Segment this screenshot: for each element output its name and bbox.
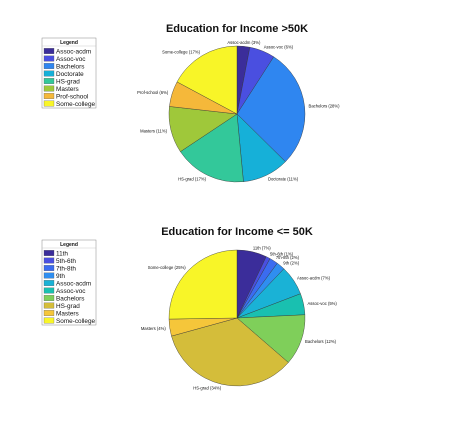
legend-swatch-some-college	[43, 100, 55, 107]
legend-swatch-5th-6th	[43, 257, 55, 264]
legend-swatch-assoc-voc	[43, 287, 55, 294]
legend-entry-11th: 11th	[56, 250, 68, 257]
legend-entry-bachelors: Bachelors	[56, 63, 84, 70]
pie-slice-some-college	[168, 249, 238, 320]
legend-entry-assoc-acdm: Assoc-acdm	[56, 280, 91, 287]
slice-label-assoc-acdm: Assoc-acdm (3%)	[227, 40, 261, 45]
slice-label-some-college: Some-college (17%)	[162, 50, 201, 55]
legend-swatch-11th	[43, 250, 55, 256]
legend-entry-masters: Masters	[56, 310, 79, 317]
legend-entry-doctorate: Doctorate	[56, 71, 84, 78]
slice-label-some-college: Some-college (25%)	[148, 265, 187, 270]
legend-swatch-assoc-voc	[43, 55, 55, 62]
slice-label-bachelors: Bachelors (12%)	[305, 339, 337, 344]
slice-label-5th-6th: 5th-6th (1%)	[270, 252, 294, 257]
legend-swatch-masters	[43, 85, 55, 92]
legend-entry-prof-school: Prof-school	[56, 93, 88, 100]
legend-entry-5th-6th: 5th-6th	[56, 258, 76, 265]
chart-1-legend: Legend Assoc-acdmAssoc-vocBachelorsDoctor…	[41, 37, 97, 109]
legend-entry-masters: Masters	[56, 86, 79, 93]
slice-label-masters: Masters (11%)	[140, 128, 168, 133]
slice-label-assoc-acdm: Assoc-acdm (7%)	[297, 276, 331, 281]
slice-label-11th: 11th (7%)	[253, 245, 271, 250]
legend-entry-hs-grad: HS-grad	[56, 303, 80, 310]
pie-1-slices: Assoc-acdm (3%)Assoc-voc (6%) Bachelors (…	[137, 40, 341, 183]
chart-2-title: Education for Income <= 50K	[161, 226, 313, 238]
chart-1-title: Education for Income >50K	[166, 23, 308, 35]
legend-swatch-assoc-acdm	[43, 48, 55, 54]
chart-2-legend: Legend 11th5th-6th7th-8th9thAssoc-acdmAss…	[41, 239, 97, 326]
legend-entry-assoc-voc: Assoc-voc	[56, 56, 86, 63]
slice-label-prof-school: Prof-school (6%)	[137, 90, 169, 95]
legend-swatch-hs-grad	[43, 78, 55, 84]
slice-label-bachelors: Bachelors (28%)	[309, 104, 341, 109]
legend-entry-some-college: Some-college	[56, 101, 96, 108]
slice-label-hs-grad: HS-grad (34%)	[193, 386, 222, 391]
legend-swatch-masters	[43, 310, 55, 316]
slice-label-masters: Masters (4%)	[141, 326, 167, 331]
legend-entry-hs-grad: HS-grad	[56, 78, 80, 85]
legend-swatch-hs-grad	[43, 302, 55, 309]
legend-entry-bachelors: Bachelors	[56, 295, 84, 302]
legend-entry-9th: 9th	[56, 273, 65, 280]
pie-2-slices: 11th (7%) 5th-6th (1%)7th-8th (2%)9th (2%…	[141, 245, 338, 390]
slice-label-assoc-voc: Assoc-voc (6%)	[264, 45, 294, 50]
legend-entry-7th-8th: 7th-8th	[56, 265, 76, 272]
pie-slice-hs-grad	[171, 317, 289, 387]
legend-swatch-assoc-acdm	[43, 280, 55, 286]
pie-slice-some-college	[176, 45, 238, 115]
pie-slice-hs-grad	[180, 113, 244, 183]
legend-entry-assoc-acdm: Assoc-acdm	[56, 48, 91, 55]
legend-swatch-prof-school	[43, 93, 55, 99]
legend-swatch-9th	[43, 272, 55, 279]
legend-entry-some-college: Some-college	[56, 318, 96, 325]
legend-swatch-some-college	[43, 317, 55, 324]
legend-title: Legend	[60, 242, 78, 248]
legend-entry-assoc-voc: Assoc-voc	[56, 288, 86, 295]
pie-chart-1: Education for Income >50K Assoc-acdm (3%…	[41, 23, 341, 183]
slice-label-hs-grad: HS-grad (17%)	[178, 177, 207, 182]
slice-label-9th: 9th (2%)	[283, 260, 299, 265]
legend-swatch-bachelors	[43, 63, 55, 69]
legend-swatch-7th-8th	[43, 265, 55, 271]
pie-slice-bachelors	[236, 56, 306, 162]
slice-label-doctorate: Doctorate (11%)	[268, 177, 299, 182]
pie-chart-2: Education for Income <= 50K 11th (7%) 5th…	[41, 226, 338, 391]
legend-title: Legend	[60, 40, 78, 46]
slice-label-7th-8th: 7th-8th (2%)	[276, 255, 300, 260]
legend-swatch-doctorate	[43, 70, 55, 77]
slice-label-assoc-voc: Assoc-voc (5%)	[307, 301, 337, 306]
legend-swatch-bachelors	[43, 295, 55, 301]
